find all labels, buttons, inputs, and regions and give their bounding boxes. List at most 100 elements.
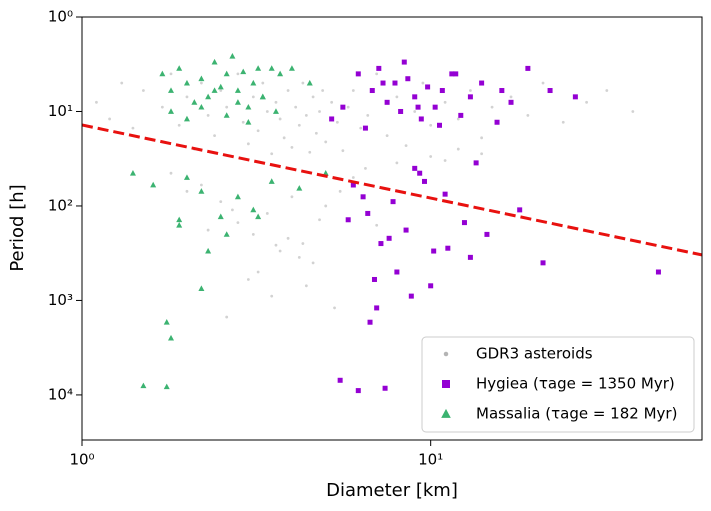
point (168, 108, 175, 114)
x-tick-label: 10¹ (418, 451, 443, 469)
point (176, 216, 183, 223)
point (150, 181, 157, 188)
point (225, 105, 229, 109)
plot-area (82, 53, 702, 394)
point (442, 191, 448, 197)
point (367, 319, 373, 325)
point (390, 199, 396, 205)
point (199, 183, 203, 187)
point (301, 81, 305, 85)
point (159, 70, 166, 77)
point (318, 110, 321, 113)
point (428, 283, 434, 289)
point (191, 99, 198, 105)
point (288, 65, 295, 71)
point (340, 104, 346, 110)
point (371, 276, 377, 282)
point (259, 93, 266, 100)
point (425, 84, 431, 90)
point (95, 100, 98, 104)
point (185, 95, 189, 99)
point (256, 270, 260, 274)
point (318, 218, 321, 222)
point (297, 255, 301, 259)
point (198, 75, 205, 82)
point (311, 95, 315, 99)
point (198, 285, 205, 292)
point (526, 113, 530, 117)
y-tick-label: 10² (48, 196, 73, 214)
point (163, 383, 170, 390)
point (561, 120, 565, 124)
point (443, 100, 447, 104)
point (160, 105, 164, 109)
point (374, 305, 380, 311)
point (517, 207, 523, 213)
point (335, 120, 339, 124)
point (345, 217, 351, 223)
point (213, 134, 216, 137)
point (382, 385, 388, 391)
point (540, 260, 546, 266)
point (405, 76, 411, 82)
point (415, 104, 421, 110)
point (211, 87, 218, 93)
point (321, 89, 325, 92)
point (314, 131, 318, 135)
point (364, 166, 367, 170)
point (443, 159, 447, 162)
point (449, 71, 455, 77)
point (274, 243, 278, 247)
point (437, 122, 443, 128)
point (329, 116, 335, 122)
point (177, 123, 181, 127)
point (296, 185, 303, 191)
point (401, 59, 407, 65)
point (421, 178, 427, 184)
point (108, 117, 112, 121)
point (217, 83, 224, 90)
point (418, 116, 424, 122)
y-tick-label: 10³ (48, 291, 73, 309)
point (205, 247, 212, 254)
point (431, 248, 437, 254)
point (429, 123, 433, 127)
point (375, 223, 379, 227)
point (241, 120, 245, 124)
point (392, 80, 398, 86)
point (308, 150, 312, 154)
point (408, 293, 414, 299)
point (355, 71, 361, 77)
x-tick-label: 10⁰ (69, 451, 94, 469)
point (631, 110, 635, 113)
point (429, 155, 433, 158)
point (301, 242, 305, 245)
point (386, 235, 392, 241)
point (234, 99, 241, 105)
point (324, 140, 328, 144)
point (322, 169, 329, 176)
point (246, 278, 250, 281)
point (350, 182, 356, 188)
point (245, 119, 252, 125)
point (337, 377, 343, 383)
point (456, 147, 460, 151)
point (385, 134, 389, 137)
point (140, 382, 147, 389)
point (467, 254, 473, 260)
point (403, 227, 409, 233)
point (456, 117, 460, 121)
legend-marker (442, 380, 450, 388)
point (129, 169, 136, 176)
point (369, 88, 375, 94)
point (412, 94, 418, 100)
point (169, 171, 173, 175)
point (183, 79, 190, 86)
point (251, 233, 255, 236)
point (480, 152, 484, 156)
point (375, 72, 379, 76)
point (206, 228, 210, 232)
point (297, 123, 301, 127)
legend-label: Massalia (τage = 182 Myr) (476, 405, 677, 423)
point (265, 212, 269, 215)
